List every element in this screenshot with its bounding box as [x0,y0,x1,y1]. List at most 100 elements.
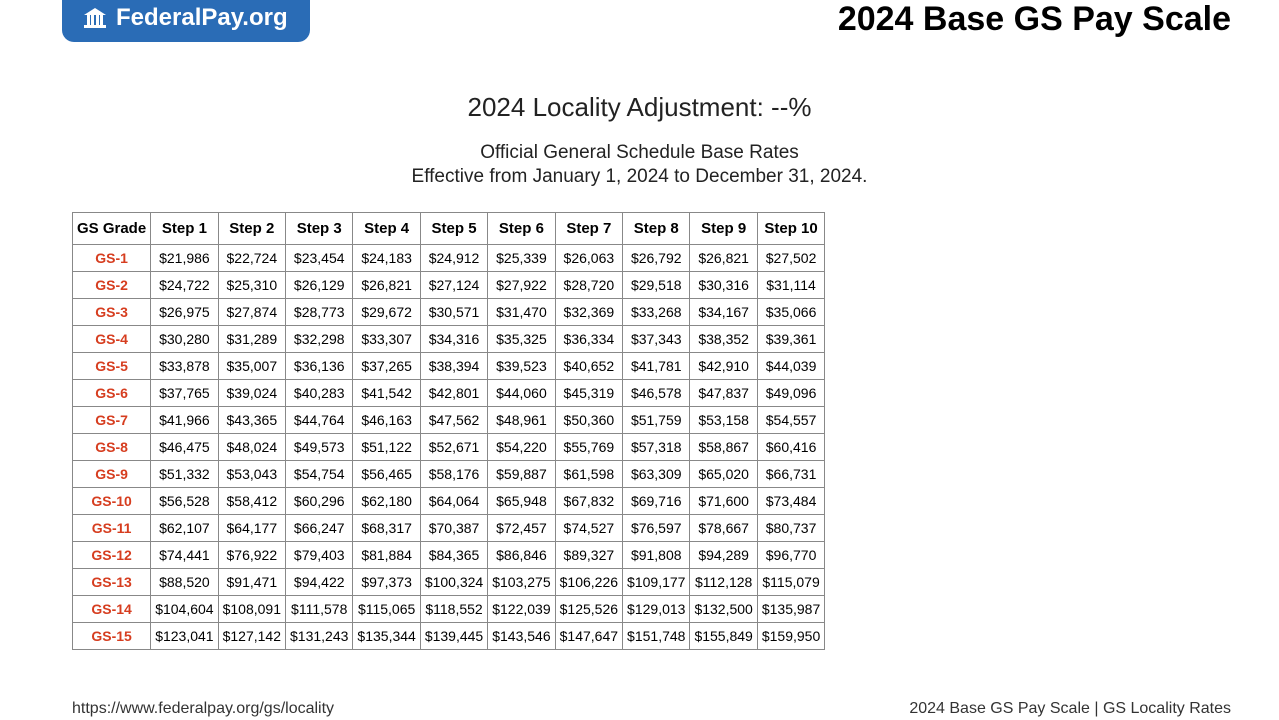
pay-cell: $65,948 [488,488,555,515]
pay-cell: $34,167 [690,299,757,326]
pay-cell: $27,502 [757,245,824,272]
column-header: Step 3 [286,213,353,245]
pay-cell: $42,910 [690,353,757,380]
pay-cell: $51,122 [353,434,420,461]
pay-cell: $37,765 [151,380,218,407]
pay-cell: $45,319 [555,380,622,407]
pay-cell: $26,129 [286,272,353,299]
grade-cell: GS-14 [73,596,151,623]
table-row: GS-4$30,280$31,289$32,298$33,307$34,316$… [73,326,825,353]
gs-pay-table: GS GradeStep 1Step 2Step 3Step 4Step 5St… [72,212,825,650]
grade-cell: GS-11 [73,515,151,542]
pay-cell: $31,470 [488,299,555,326]
pay-cell: $109,177 [623,569,690,596]
table-row: GS-9$51,332$53,043$54,754$56,465$58,176$… [73,461,825,488]
pay-cell: $131,243 [286,623,353,650]
pay-cell: $40,652 [555,353,622,380]
pay-cell: $88,520 [151,569,218,596]
pay-cell: $115,065 [353,596,420,623]
pay-cell: $76,597 [623,515,690,542]
pay-cell: $22,724 [218,245,285,272]
pay-cell: $51,332 [151,461,218,488]
pay-cell: $46,578 [623,380,690,407]
pay-cell: $70,387 [420,515,487,542]
pay-cell: $143,546 [488,623,555,650]
pay-cell: $52,671 [420,434,487,461]
column-header: Step 10 [757,213,824,245]
table-row: GS-1$21,986$22,724$23,454$24,183$24,912$… [73,245,825,272]
column-header: Step 4 [353,213,420,245]
pay-cell: $46,475 [151,434,218,461]
pay-cell: $38,394 [420,353,487,380]
pay-cell: $71,600 [690,488,757,515]
pay-cell: $96,770 [757,542,824,569]
pay-cell: $38,352 [690,326,757,353]
pay-cell: $24,912 [420,245,487,272]
table-row: GS-2$24,722$25,310$26,129$26,821$27,124$… [73,272,825,299]
pay-cell: $84,365 [420,542,487,569]
table-row: GS-13$88,520$91,471$94,422$97,373$100,32… [73,569,825,596]
pay-cell: $59,887 [488,461,555,488]
table-row: GS-3$26,975$27,874$28,773$29,672$30,571$… [73,299,825,326]
table-header-row: GS GradeStep 1Step 2Step 3Step 4Step 5St… [73,213,825,245]
pay-cell: $97,373 [353,569,420,596]
pay-cell: $132,500 [690,596,757,623]
column-header: Step 2 [218,213,285,245]
locality-adjustment-heading: 2024 Locality Adjustment: --% [0,92,1279,123]
pay-cell: $79,403 [286,542,353,569]
column-header: Step 8 [623,213,690,245]
pay-cell: $58,412 [218,488,285,515]
pay-cell: $89,327 [555,542,622,569]
grade-cell: GS-3 [73,299,151,326]
pay-cell: $35,007 [218,353,285,380]
pay-cell: $42,801 [420,380,487,407]
pay-cell: $118,552 [420,596,487,623]
pay-cell: $73,484 [757,488,824,515]
pay-cell: $24,183 [353,245,420,272]
column-header: Step 5 [420,213,487,245]
pay-cell: $35,066 [757,299,824,326]
grade-cell: GS-6 [73,380,151,407]
pay-cell: $31,289 [218,326,285,353]
logo-text: FederalPay.org [116,4,288,32]
logo-badge: FederalPay.org [62,0,310,42]
table-row: GS-7$41,966$43,365$44,764$46,163$47,562$… [73,407,825,434]
table-row: GS-10$56,528$58,412$60,296$62,180$64,064… [73,488,825,515]
pay-cell: $26,063 [555,245,622,272]
pay-cell: $51,759 [623,407,690,434]
pay-cell: $31,114 [757,272,824,299]
pay-cell: $56,528 [151,488,218,515]
table-row: GS-8$46,475$48,024$49,573$51,122$52,671 $… [73,434,825,461]
pay-cell: $62,107 [151,515,218,542]
pay-cell: $55,769 [555,434,622,461]
grade-cell: GS-8 [73,434,151,461]
pay-cell: $41,966 [151,407,218,434]
pay-cell: $32,369 [555,299,622,326]
pay-cell: $27,874 [218,299,285,326]
column-header: Step 9 [690,213,757,245]
table-row: GS-14$104,604$108,091$111,578$115,065$11… [73,596,825,623]
pay-cell: $61,598 [555,461,622,488]
pay-cell: $129,013 [623,596,690,623]
column-header: Step 6 [488,213,555,245]
pay-cell: $33,307 [353,326,420,353]
pay-cell: $74,527 [555,515,622,542]
table-row: GS-5$33,878$35,007$36,136$37,265$38,394$… [73,353,825,380]
pay-cell: $78,667 [690,515,757,542]
grade-cell: GS-2 [73,272,151,299]
pay-cell: $112,128 [690,569,757,596]
pay-cell: $58,176 [420,461,487,488]
table-row: GS-11$62,107$64,177$66,247$68,317$70,387… [73,515,825,542]
pay-cell: $35,325 [488,326,555,353]
pay-cell: $58,867 [690,434,757,461]
pay-cell: $30,571 [420,299,487,326]
pay-cell: $49,573 [286,434,353,461]
pay-cell: $62,180 [353,488,420,515]
pay-cell: $66,731 [757,461,824,488]
pay-cell: $48,024 [218,434,285,461]
pay-cell: $40,283 [286,380,353,407]
pay-cell: $115,079 [757,569,824,596]
bank-icon [84,8,106,28]
grade-cell: GS-15 [73,623,151,650]
pay-cell: $33,268 [623,299,690,326]
